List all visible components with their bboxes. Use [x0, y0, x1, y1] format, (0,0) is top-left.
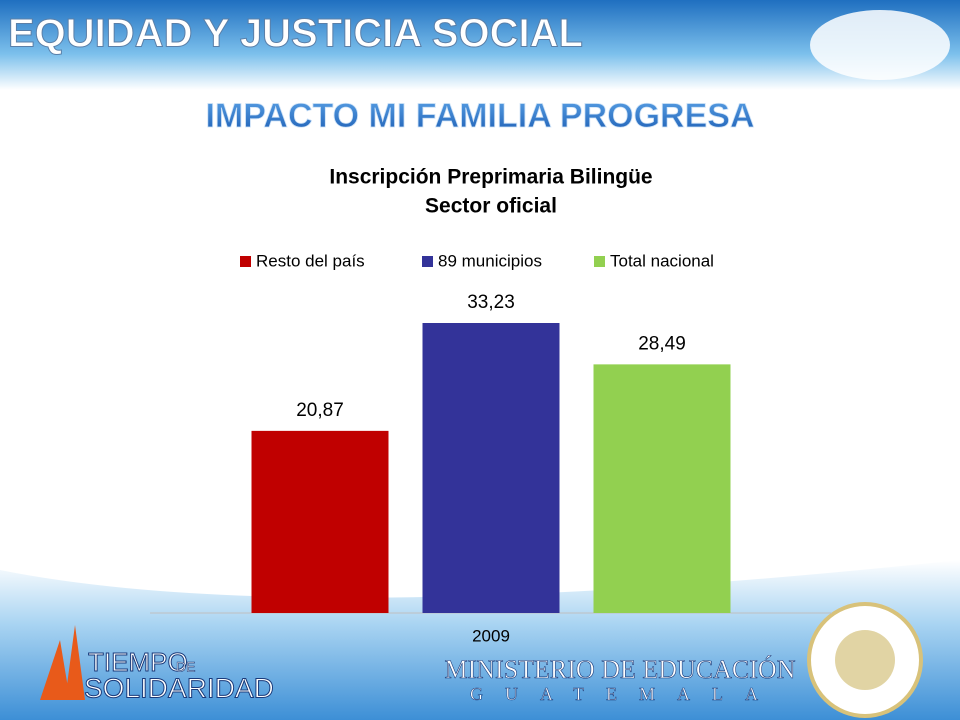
bar	[593, 364, 731, 613]
slide-subtitle: IMPACTO MI FAMILIA PROGRESA	[205, 97, 754, 135]
bar	[251, 430, 389, 613]
legend-swatch	[240, 256, 251, 267]
data-label: 33,23	[467, 292, 515, 313]
logo-right-2: GUATEMALA	[470, 684, 780, 704]
slide-header: EQUIDAD Y JUSTICIA SOCIAL	[8, 12, 583, 56]
header-band	[0, 0, 960, 90]
hands-logo	[40, 625, 85, 700]
coat-of-arms-center	[835, 630, 895, 690]
legend-label: Total nacional	[610, 251, 714, 270]
bar	[422, 323, 560, 613]
legend-label: Resto del país	[256, 251, 365, 270]
logo-left-1: TIEMPO	[88, 647, 188, 677]
legend-label: 89 municipios	[438, 251, 542, 270]
logo-left-3: SOLIDARIDAD	[84, 672, 274, 703]
data-label: 28,49	[638, 333, 686, 354]
logo-right-1: MINISTERIO DE EDUCACIÓN	[445, 655, 796, 684]
chart-title: Sector oficial	[425, 195, 557, 218]
data-label: 20,87	[296, 400, 344, 421]
legend-swatch	[422, 256, 433, 267]
x-tick-label: 2009	[472, 626, 510, 645]
legend-swatch	[594, 256, 605, 267]
logo-left-2: DE	[176, 659, 195, 675]
dove	[810, 10, 950, 80]
chart-title: Inscripción Preprimaria Bilingüe	[329, 166, 652, 189]
